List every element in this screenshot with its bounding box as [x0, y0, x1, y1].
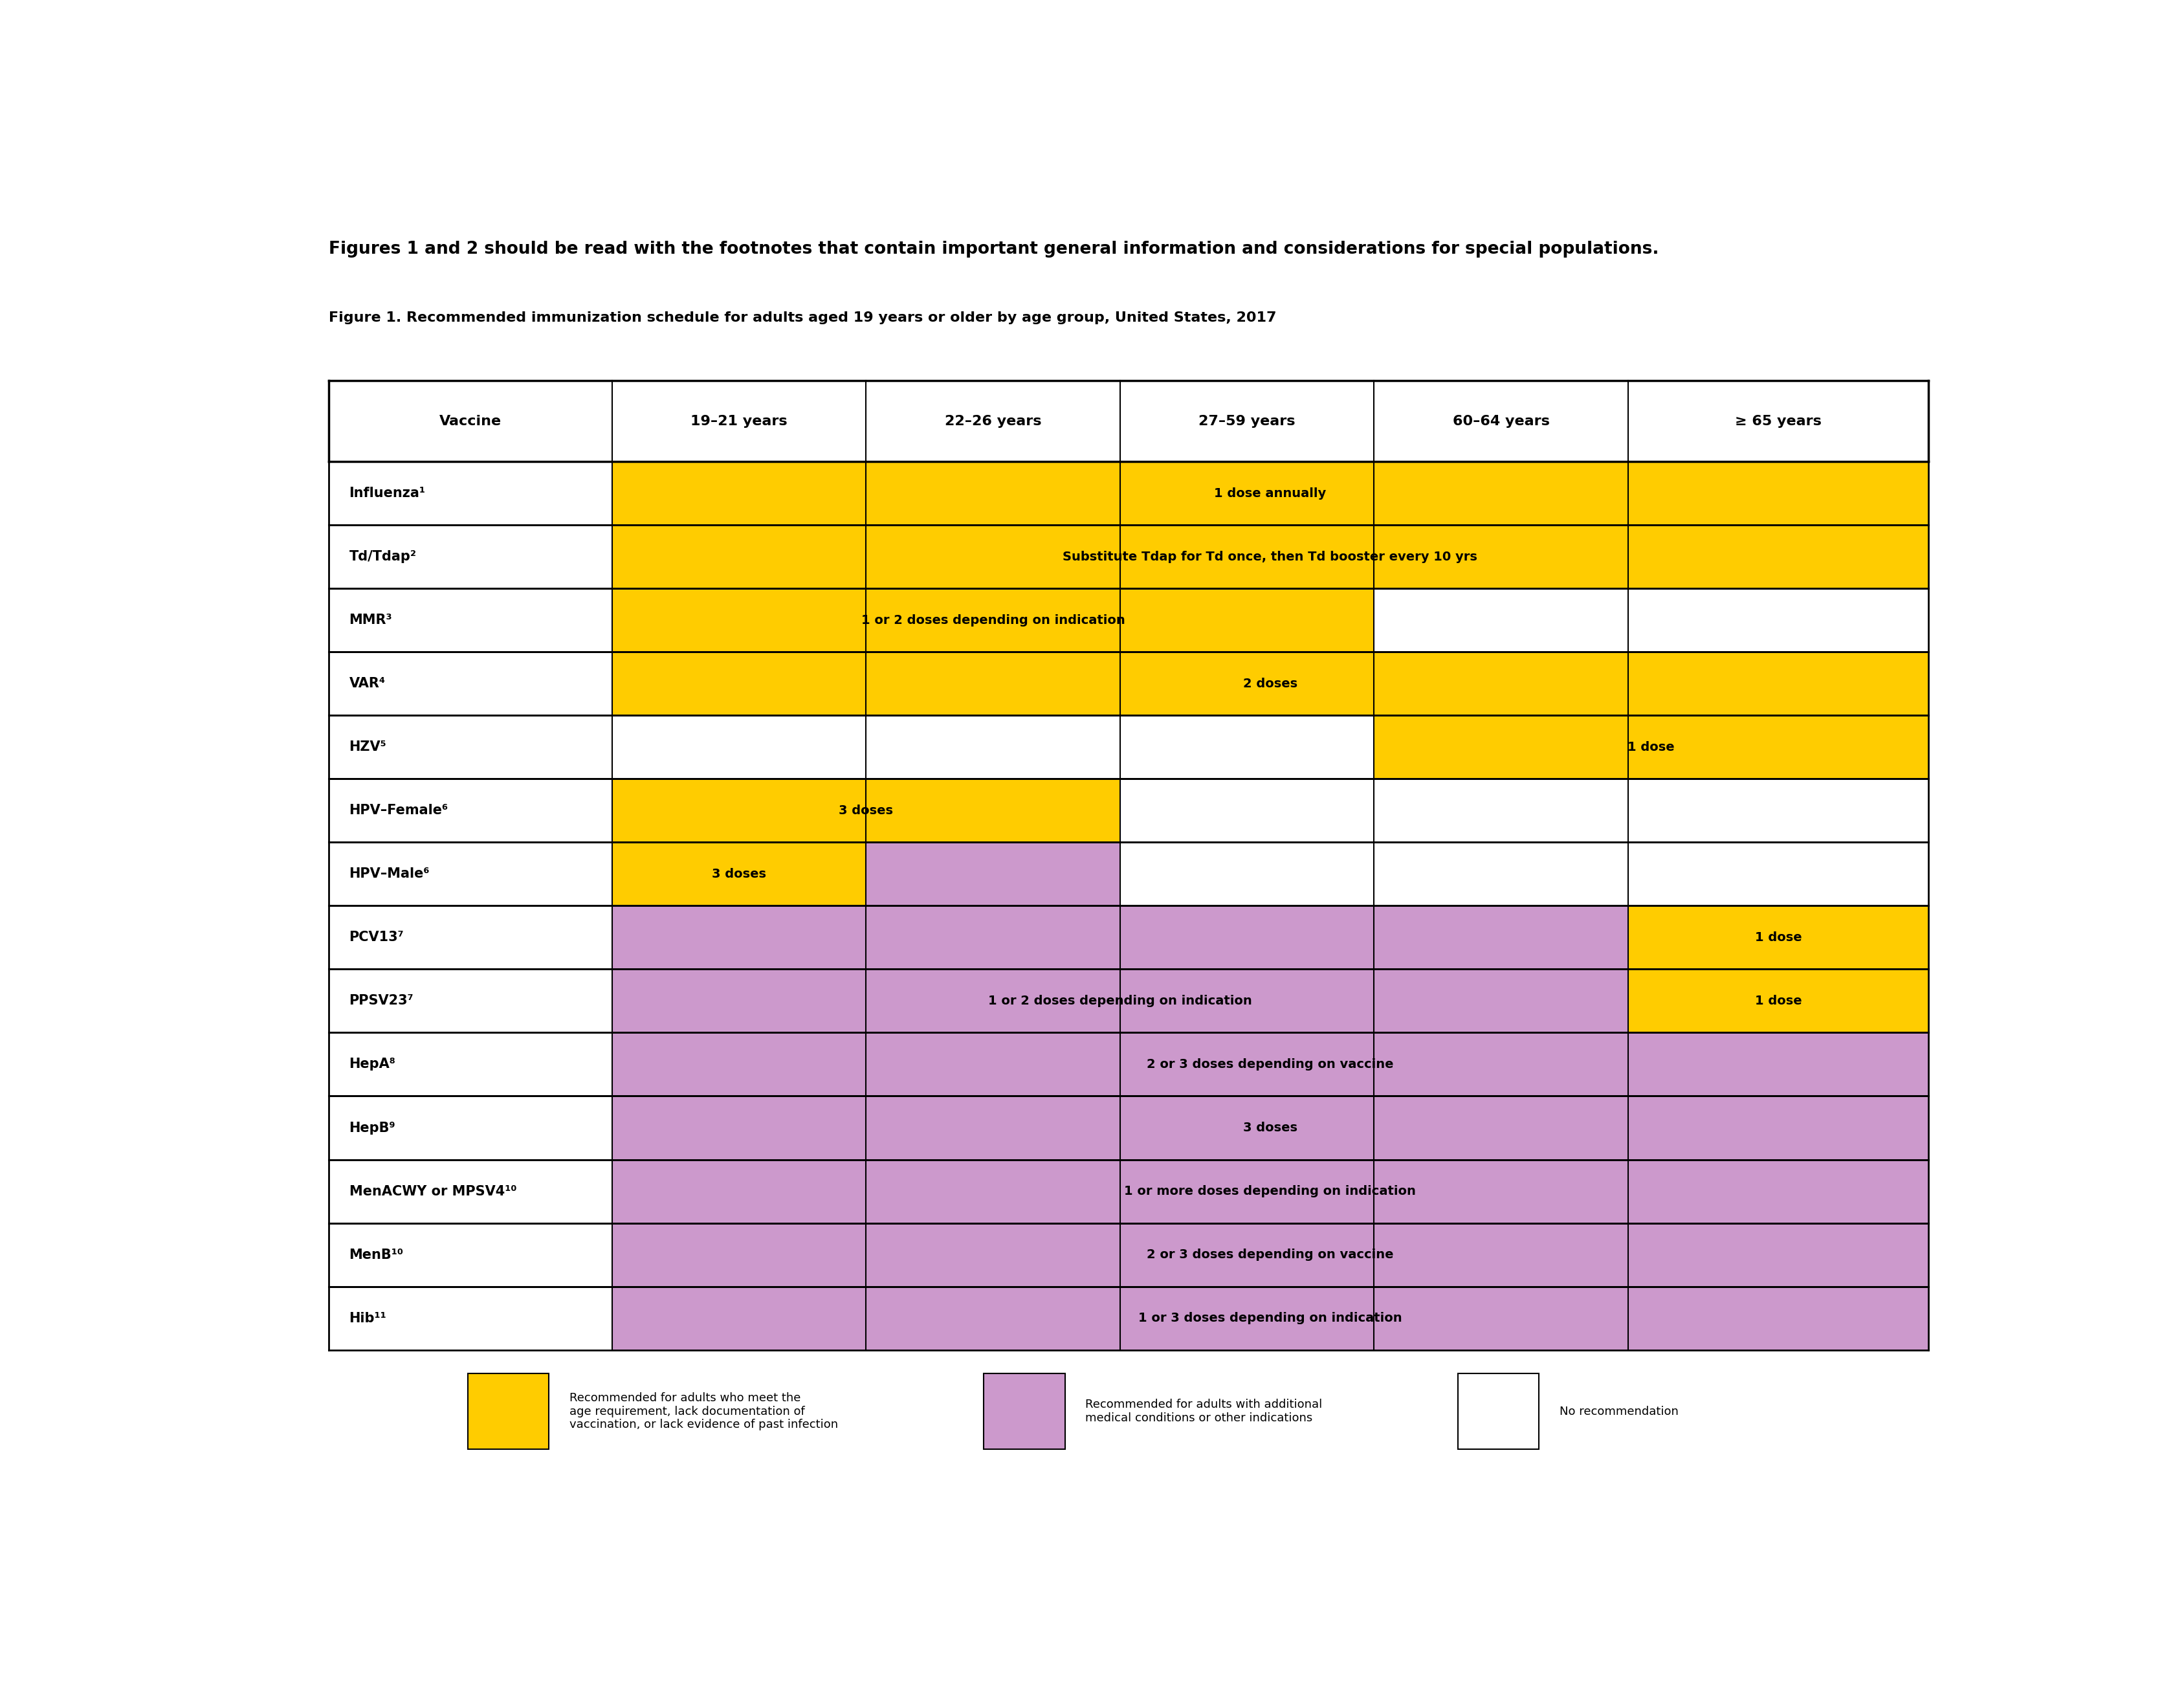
Bar — [330, 588, 1928, 652]
Text: HepA⁸: HepA⁸ — [349, 1058, 395, 1070]
Bar — [330, 525, 1928, 588]
Bar — [612, 1286, 1928, 1351]
Text: 1 dose: 1 dose — [1627, 741, 1675, 753]
Text: Recommended for adults who meet the
age requirement, lack documentation of
vacci: Recommended for adults who meet the age … — [570, 1391, 839, 1431]
Text: ≥ 65 years: ≥ 65 years — [1734, 415, 1821, 428]
Bar — [1627, 843, 1928, 906]
Bar — [1120, 715, 1374, 778]
Bar — [1120, 843, 1374, 906]
Bar — [330, 1223, 1928, 1286]
Text: 3 doses: 3 doses — [839, 804, 893, 817]
Bar — [330, 968, 1928, 1033]
Bar — [330, 715, 1928, 778]
Bar — [330, 778, 1928, 843]
Text: 1 dose annually: 1 dose annually — [1214, 488, 1326, 500]
Bar — [1374, 715, 1928, 778]
Bar — [983, 1373, 1066, 1449]
Text: 2 doses: 2 doses — [1243, 678, 1297, 690]
Bar — [867, 843, 1120, 906]
Bar — [1374, 588, 1627, 652]
Text: 60–64 years: 60–64 years — [1452, 415, 1548, 428]
Text: Hib¹¹: Hib¹¹ — [349, 1312, 387, 1325]
Text: PPSV23⁷: PPSV23⁷ — [349, 994, 413, 1008]
Bar — [1374, 778, 1627, 843]
Bar — [330, 906, 1928, 968]
Bar — [1627, 968, 1928, 1033]
Text: No recommendation: No recommendation — [1559, 1405, 1677, 1417]
Text: 3 doses: 3 doses — [712, 868, 767, 880]
Bar — [612, 462, 1928, 525]
Bar — [612, 1223, 1928, 1286]
Bar — [612, 525, 1928, 588]
Bar — [1374, 843, 1627, 906]
Text: PCV13⁷: PCV13⁷ — [349, 931, 404, 945]
Text: 27–59 years: 27–59 years — [1199, 415, 1295, 428]
Bar — [612, 652, 1928, 715]
Text: 19–21 years: 19–21 years — [690, 415, 788, 428]
Text: 22–26 years: 22–26 years — [946, 415, 1042, 428]
Text: VAR⁴: VAR⁴ — [349, 678, 387, 690]
Text: MenACWY or MPSV4¹⁰: MenACWY or MPSV4¹⁰ — [349, 1184, 515, 1198]
Text: Figure 1. Recommended immunization schedule for adults aged 19 years or older by: Figure 1. Recommended immunization sched… — [330, 311, 1278, 325]
Bar — [612, 588, 1374, 652]
Bar — [467, 1373, 548, 1449]
Bar — [1627, 906, 1928, 968]
Text: 1 or 2 doses depending on indication: 1 or 2 doses depending on indication — [987, 996, 1251, 1008]
Text: 1 or 3 doses depending on indication: 1 or 3 doses depending on indication — [1138, 1312, 1402, 1324]
Text: 3 doses: 3 doses — [1243, 1121, 1297, 1133]
Text: HPV–Female⁶: HPV–Female⁶ — [349, 804, 448, 817]
Text: 1 dose: 1 dose — [1754, 996, 1802, 1008]
Text: HZV⁵: HZV⁵ — [349, 741, 387, 754]
Bar — [330, 652, 1928, 715]
Text: MenB¹⁰: MenB¹⁰ — [349, 1249, 404, 1261]
Text: HPV–Male⁶: HPV–Male⁶ — [349, 868, 430, 880]
Text: 2 or 3 doses depending on vaccine: 2 or 3 doses depending on vaccine — [1147, 1249, 1393, 1261]
Text: Figures 1 and 2 should be read with the footnotes that contain important general: Figures 1 and 2 should be read with the … — [330, 241, 1660, 257]
Bar — [330, 462, 1928, 525]
Bar — [330, 1159, 1928, 1223]
Bar — [612, 778, 1120, 843]
Bar — [330, 381, 1928, 462]
Text: 1 or more doses depending on indication: 1 or more doses depending on indication — [1125, 1186, 1415, 1198]
Bar — [612, 906, 1627, 968]
Bar — [612, 968, 1627, 1033]
Text: Substitute Tdap for Td once, then Td booster every 10 yrs: Substitute Tdap for Td once, then Td boo… — [1064, 550, 1479, 562]
Bar — [1120, 778, 1374, 843]
Text: Vaccine: Vaccine — [439, 415, 502, 428]
Text: Td/Tdap²: Td/Tdap² — [349, 550, 417, 564]
Bar — [1627, 778, 1928, 843]
Bar — [1459, 1373, 1540, 1449]
Text: Influenza¹: Influenza¹ — [349, 488, 426, 500]
Text: MMR³: MMR³ — [349, 613, 393, 627]
Text: 1 dose: 1 dose — [1754, 931, 1802, 943]
Bar — [330, 1096, 1928, 1159]
Text: Recommended for adults with additional
medical conditions or other indications: Recommended for adults with additional m… — [1085, 1398, 1324, 1424]
Bar — [330, 843, 1928, 906]
Text: 2 or 3 doses depending on vaccine: 2 or 3 doses depending on vaccine — [1147, 1058, 1393, 1070]
Bar — [612, 1096, 1928, 1159]
Bar — [612, 843, 867, 906]
Bar — [1627, 588, 1928, 652]
Bar — [867, 715, 1120, 778]
Bar — [612, 715, 867, 778]
Text: HepB⁹: HepB⁹ — [349, 1121, 395, 1135]
Text: 1 or 2 doses depending on indication: 1 or 2 doses depending on indication — [860, 613, 1125, 627]
Bar — [612, 1033, 1928, 1096]
Bar — [330, 1033, 1928, 1096]
Bar — [612, 1159, 1928, 1223]
Bar — [330, 1286, 1928, 1351]
